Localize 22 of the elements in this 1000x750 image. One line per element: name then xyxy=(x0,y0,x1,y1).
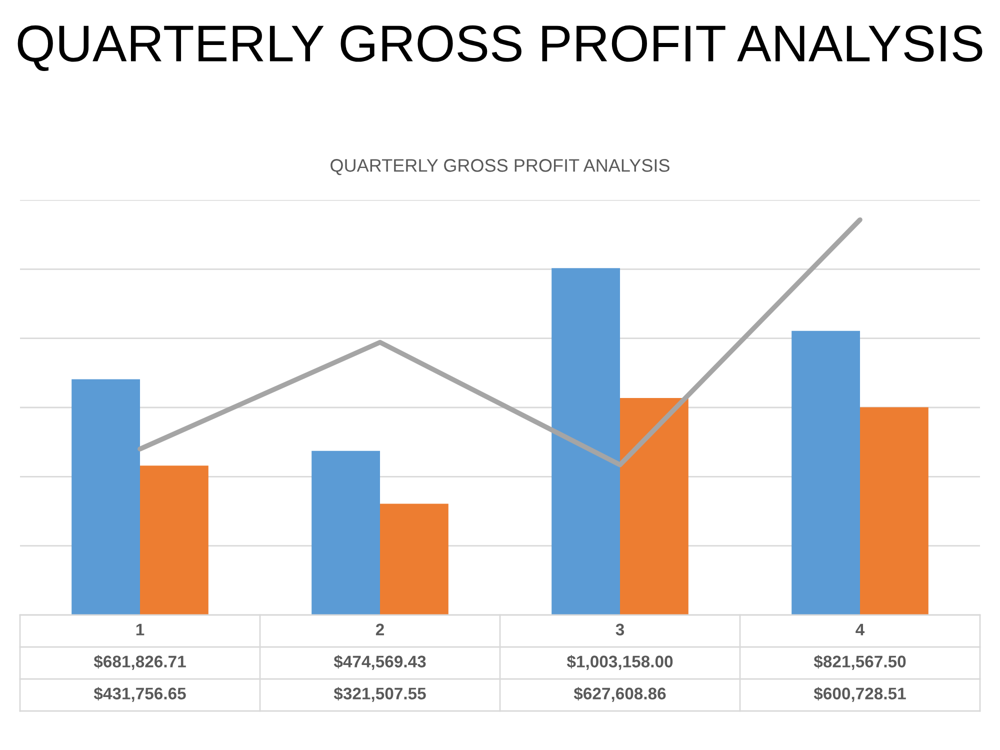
bar xyxy=(312,450,380,615)
data-label: $431,756.65 xyxy=(94,686,186,702)
chart-subtitle: QUARTERLY GROSS PROFIT ANALYSIS xyxy=(330,159,670,176)
chart-title: QUARTERLY GROSS PROFIT ANALYSIS xyxy=(18,25,982,71)
x-tick-label: 4 xyxy=(856,624,865,636)
bar xyxy=(792,330,860,615)
data-label: $821,567.50 xyxy=(814,654,906,670)
bar xyxy=(72,379,140,615)
data-label: $681,826.71 xyxy=(94,654,186,670)
data-label: $627,608.86 xyxy=(574,686,666,702)
bar xyxy=(620,398,688,615)
x-tick-label: 2 xyxy=(376,624,384,636)
bar xyxy=(860,407,928,615)
bar xyxy=(380,504,448,615)
data-label: $321,507.55 xyxy=(334,686,426,702)
x-tick-label: 3 xyxy=(616,624,624,636)
x-tick-label: 1 xyxy=(136,624,144,636)
bar xyxy=(552,268,620,615)
data-label: $1,003,158.00 xyxy=(566,654,673,670)
data-label: $600,728.51 xyxy=(814,686,906,702)
data-label: $474,569.43 xyxy=(334,654,426,670)
bar xyxy=(140,466,208,615)
